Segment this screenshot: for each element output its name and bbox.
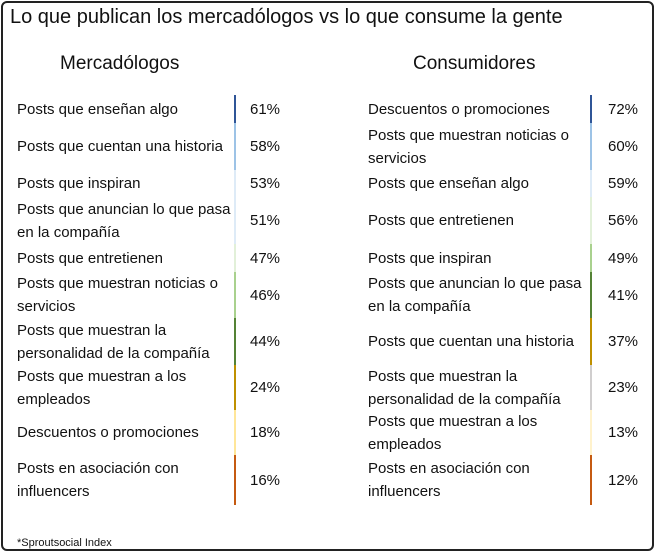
list-item: Posts que muestran a los empleados 13% xyxy=(368,410,638,455)
color-bar xyxy=(234,272,236,318)
item-value: 13% xyxy=(608,424,639,441)
item-label: Posts que enseñan algo xyxy=(17,100,178,118)
item-value: 53% xyxy=(250,175,281,192)
item-label: Posts que anuncian lo que pasa en la com… xyxy=(17,200,231,241)
color-bar xyxy=(234,365,236,410)
item-label: Posts que muestran la personalidad de la… xyxy=(17,321,210,362)
item-label: Posts que muestran a los empleados xyxy=(17,367,187,408)
item-value: 37% xyxy=(608,333,639,350)
item-label: Posts que muestran a los empleados xyxy=(368,412,538,453)
list-item: Posts que muestran la personalidad de la… xyxy=(17,318,280,365)
list-item: Posts que entretienen 47% xyxy=(17,244,280,272)
color-bar xyxy=(590,244,592,272)
list-item: Posts en asociación con influencers 16% xyxy=(17,455,280,505)
color-bar xyxy=(590,170,592,197)
item-value: 47% xyxy=(250,249,281,267)
color-bar xyxy=(234,123,236,170)
item-value: 24% xyxy=(250,379,281,396)
color-bar xyxy=(234,318,236,365)
item-label: Posts en asociación con influencers xyxy=(368,460,530,500)
color-bar xyxy=(590,123,592,170)
item-label: Posts que inspiran xyxy=(17,175,141,192)
consumers-list: Descuentos o promociones 72% Posts que mue… xyxy=(368,95,638,505)
color-bar xyxy=(234,244,236,272)
item-value: 56% xyxy=(608,212,639,229)
item-label: Descuentos o promociones xyxy=(368,100,550,118)
color-bar xyxy=(590,365,592,410)
item-value: 12% xyxy=(608,471,639,489)
item-label: Posts que muestran noticias o servicios xyxy=(368,126,569,167)
list-item: Posts que anuncian lo que pasa en la com… xyxy=(368,272,638,318)
color-bar xyxy=(590,197,592,244)
item-value: 46% xyxy=(250,286,281,304)
item-label: Posts que anuncian lo que pasa en la com… xyxy=(368,275,582,315)
item-value: 51% xyxy=(250,212,281,229)
color-bar xyxy=(590,318,592,365)
list-item: Posts que muestran a los empleados 24% xyxy=(17,365,280,410)
list-item: Posts que anuncian lo que pasa en la com… xyxy=(17,197,280,244)
item-label: Posts que enseñan algo xyxy=(368,175,529,192)
color-bar xyxy=(234,95,236,123)
list-item: Posts que inspiran 53% xyxy=(17,170,280,197)
item-label: Descuentos o promociones xyxy=(17,424,199,441)
list-item: Posts que muestran la personalidad de la… xyxy=(368,365,638,410)
marketers-list: Posts que enseñan algo 61% Posts que cuent… xyxy=(17,95,280,505)
list-item: Posts en asociación con influencers 12% xyxy=(368,455,638,505)
item-label: Posts que cuentan una historia xyxy=(368,333,574,350)
item-label: Posts que cuentan una historia xyxy=(17,138,223,155)
item-value: 18% xyxy=(250,424,281,441)
list-item: Descuentos o promociones 72% xyxy=(368,95,638,123)
list-item: Posts que enseñan algo 59% xyxy=(368,170,638,197)
color-bar xyxy=(590,272,592,318)
item-label: Posts que entretienen xyxy=(368,212,514,229)
item-value: 60% xyxy=(608,138,639,155)
color-bar xyxy=(234,197,236,244)
item-value: 49% xyxy=(608,249,639,267)
footnote: *Sproutsocial Index xyxy=(17,537,112,549)
item-label: Posts que inspiran xyxy=(368,249,492,267)
item-label: Posts que muestran noticias o servicios xyxy=(17,275,218,315)
list-item: Posts que cuentan una historia 37% xyxy=(368,318,638,365)
item-label: Posts que entretienen xyxy=(17,249,163,267)
item-value: 61% xyxy=(250,100,281,118)
color-bar xyxy=(234,170,236,197)
list-item: Posts que inspiran 49% xyxy=(368,244,638,272)
item-value: 58% xyxy=(250,138,281,155)
list-item: Posts que muestran noticias o servicios 4… xyxy=(17,272,280,318)
item-value: 16% xyxy=(250,471,281,489)
list-item: Posts que enseñan algo 61% xyxy=(17,95,280,123)
item-label: Posts en asociación con influencers xyxy=(17,460,179,500)
item-value: 44% xyxy=(250,333,281,350)
item-value: 72% xyxy=(608,100,639,118)
color-bar xyxy=(590,455,592,505)
color-bar xyxy=(234,455,236,505)
heading-marketers: Mercadólogos xyxy=(60,53,180,74)
list-item: Posts que cuentan una historia 58% xyxy=(17,123,280,170)
list-item: Posts que entretienen 56% xyxy=(368,197,638,244)
list-item: Descuentos o promociones 18% xyxy=(17,410,280,455)
color-bar xyxy=(590,410,592,455)
page-title: Lo que publican los mercadólogos vs lo q… xyxy=(10,6,563,28)
list-item: Posts que muestran noticias o servicios 6… xyxy=(368,123,638,170)
item-value: 59% xyxy=(608,175,639,192)
item-value: 41% xyxy=(608,286,639,304)
color-bar xyxy=(590,95,592,123)
item-value: 23% xyxy=(608,379,639,396)
heading-consumers: Consumidores xyxy=(413,53,536,74)
item-label: Posts que muestran la personalidad de la… xyxy=(368,367,561,408)
color-bar xyxy=(234,410,236,455)
